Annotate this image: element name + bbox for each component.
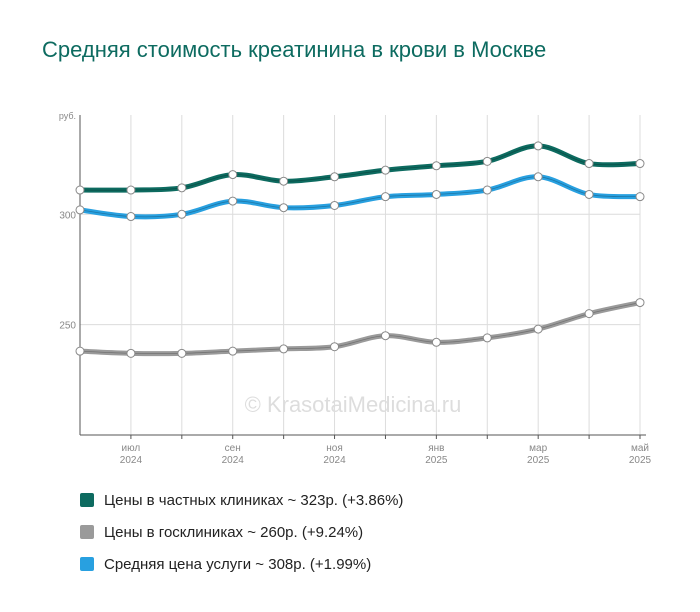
data-point [228,196,238,206]
x-tick-label-year: 2024 [120,455,143,466]
legend-swatch-public [80,525,94,539]
series-lines [77,143,643,357]
data-point [431,189,441,199]
data-point [177,209,187,219]
data-point [533,141,543,151]
data-point [177,183,187,193]
data-point [75,205,85,215]
y-tick-label: 250 [59,321,76,332]
x-tick-label-year: 2025 [527,455,550,466]
data-point [380,331,390,341]
data-point [279,344,289,354]
x-tick-label-month: янв [428,443,444,454]
data-point [584,159,594,169]
legend-item-average[interactable]: Средняя цена услуги ~ 308р. (+1.99%) [80,548,403,580]
legend-swatch-average [80,557,94,571]
series-line [77,300,643,357]
data-point [126,212,136,222]
data-point [126,185,136,195]
data-point [431,161,441,171]
data-point [635,159,645,169]
series-points [75,141,645,358]
legend-swatch-private [80,493,94,507]
series-line-center [79,302,641,355]
data-point [75,185,85,195]
data-point [228,170,238,180]
data-point [380,165,390,175]
x-tick-label-year: 2025 [629,455,652,466]
data-point [279,203,289,213]
y-unit-label: руб. [59,111,76,121]
legend-label: Цены в частных клиниках ~ 323р. (+3.86%) [104,491,404,509]
legend-label: Средняя цена услуги ~ 308р. (+1.99%) [104,555,372,573]
legend-item-private[interactable]: Цены в частных клиниках ~ 323р. (+3.86%) [80,484,403,516]
legend-label: Цены в госклиниках ~ 260р. (+9.24%) [104,523,364,541]
x-tick-label-month: май [631,443,649,454]
legend: Цены в частных клиниках ~ 323р. (+3.86%)… [80,484,403,580]
grid-lines [80,115,641,435]
data-point [635,192,645,202]
data-point [482,333,492,343]
data-point [75,346,85,356]
data-point [380,192,390,202]
data-point [330,200,340,210]
series-line [77,174,643,220]
data-point [177,348,187,358]
data-point [533,172,543,182]
y-tick-label: 300 [59,210,76,221]
data-point [635,298,645,308]
x-tick-label-month: сен [225,443,241,454]
data-point [533,324,543,334]
x-tick-label-month: июл [122,443,141,454]
data-point [330,172,340,182]
line-chart: © KrasotaiMedicina.ru 250300руб.июл2024с… [59,111,652,466]
x-tick-label-year: 2025 [425,455,448,466]
data-point [330,342,340,352]
data-point [482,185,492,195]
data-point [279,176,289,186]
data-point [482,156,492,166]
data-point [228,346,238,356]
x-tick-label-month: мар [529,443,547,454]
axes: 250300руб.июл2024сен2024ноя2024янв2025ма… [59,111,652,466]
legend-item-public[interactable]: Цены в госклиниках ~ 260р. (+9.24%) [80,516,403,548]
data-point [584,309,594,319]
chart-title: Средняя стоимость креатинина в крови в М… [42,37,547,62]
data-point [584,189,594,199]
x-tick-label-year: 2024 [222,455,245,466]
data-point [126,348,136,358]
x-tick-label-year: 2024 [323,455,346,466]
data-point [431,337,441,347]
x-tick-label-month: ноя [326,443,343,454]
watermark: © KrasotaiMedicina.ru [245,392,462,417]
